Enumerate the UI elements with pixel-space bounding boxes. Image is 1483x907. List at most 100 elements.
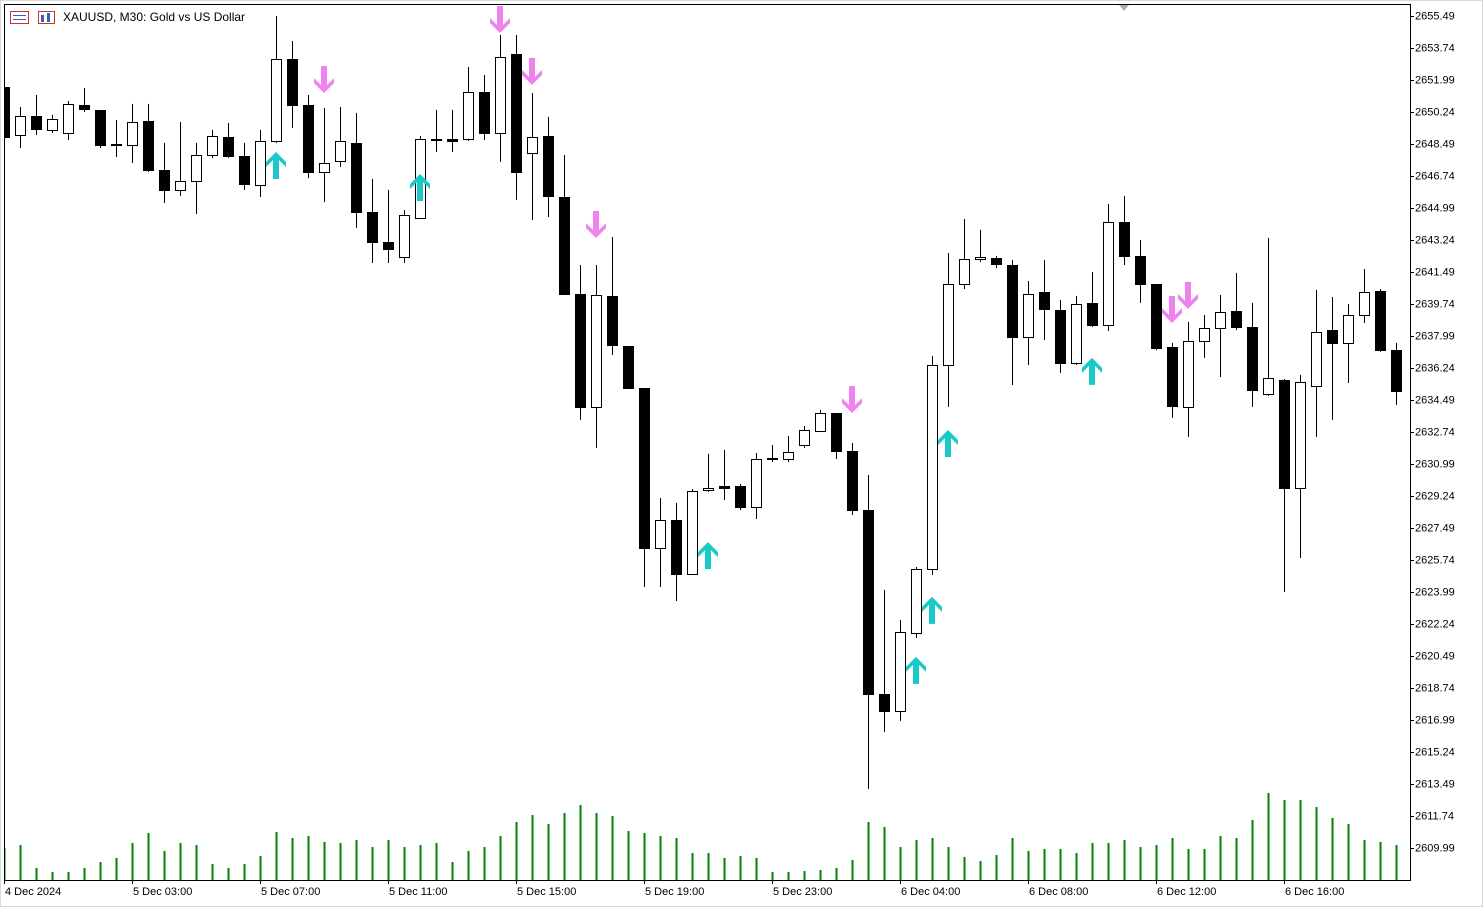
y-tick-label: 2641.49 [1415,266,1455,278]
sell-arrow [586,210,606,238]
icon-bar [47,13,50,22]
candle-body [751,459,762,508]
candle-body [175,181,186,191]
y-tick-label: 2646.74 [1415,170,1455,182]
candle-body [31,116,42,130]
candle-body [863,510,874,695]
y-tick-label: 2650.24 [1415,106,1455,118]
y-tick-label: 2611.74 [1415,810,1454,822]
candle-body [207,136,218,156]
y-tick-label: 2627.49 [1415,522,1455,534]
candle-body [815,413,826,432]
candle-body [1103,222,1114,326]
y-tick-label: 2648.49 [1415,138,1455,150]
candle-body [735,486,746,508]
candle-body [847,451,858,511]
buy-arrow [698,542,718,570]
symbol-icons [10,11,55,24]
candle-body [959,259,970,285]
candle-body [255,141,266,186]
buy-arrow [1082,357,1102,385]
candle-body [303,105,314,173]
y-tick-label: 2643.24 [1415,234,1455,246]
x-tick-label: 6 Dec 04:00 [901,886,960,898]
x-tick-label: 5 Dec 19:00 [645,886,704,898]
y-tick-label: 2637.99 [1415,330,1455,342]
sell-arrow [842,385,862,413]
candle-body [1071,304,1082,364]
candle-body [607,296,618,346]
candle-body [1151,284,1162,349]
candle-body [1231,311,1242,328]
icon-chart [38,11,55,24]
plot-frame [4,4,1411,881]
candle-body [1007,265,1018,338]
candle-body [719,486,730,489]
y-tick-label: 2630.99 [1415,458,1455,470]
candle-body [975,257,986,260]
sell-arrow [314,65,334,93]
candle-body [143,121,154,171]
candle-body [783,452,794,460]
chart-title: XAUUSD, M30: Gold vs US Dollar [63,10,245,24]
candle-body [335,141,346,162]
candle-body [911,569,922,634]
candle-body [239,156,250,185]
candle-body [1215,312,1226,329]
candle-body [223,137,234,157]
y-tick-label: 2636.24 [1415,362,1455,374]
y-tick-label: 2629.24 [1415,490,1455,502]
candle-body [271,59,282,142]
y-tick-label: 2622.24 [1415,618,1455,630]
candle-body [655,520,666,549]
y-tick-label: 2644.99 [1415,202,1455,214]
candle-body [1055,310,1066,364]
y-tick-label: 2615.24 [1415,746,1455,758]
candle-body [1199,328,1210,342]
y-tick-label: 2651.99 [1415,74,1455,86]
candle-body [1167,347,1178,407]
candle-body [431,139,442,141]
candle-body [367,212,378,243]
candle-body [383,242,394,250]
candle-body [47,119,58,131]
y-tick-label: 2625.74 [1415,554,1455,566]
x-tick-label: 5 Dec 03:00 [133,886,192,898]
buy-arrow [906,656,926,684]
buy-arrow [922,596,942,624]
candle-body [1327,330,1338,344]
y-tick-label: 2653.74 [1415,42,1455,54]
candle-body [1311,332,1322,387]
y-tick-label: 2632.74 [1415,426,1455,438]
candle-body [1343,315,1354,344]
candle-body [1119,222,1130,257]
y-tick-label: 2609.99 [1415,842,1455,854]
y-tick-label: 2620.49 [1415,650,1455,662]
candle-body [623,346,634,389]
candle-body [463,92,474,140]
candle-body [527,137,538,154]
x-tick-label: 5 Dec 15:00 [517,886,576,898]
y-tick-label: 2618.74 [1415,682,1455,694]
x-tick-label: 6 Dec 16:00 [1285,886,1344,898]
candle-body [1039,292,1050,310]
sell-arrow [1162,295,1182,323]
candle-body [1135,256,1146,285]
icon-list [10,11,29,24]
sell-arrow [490,5,510,33]
candle-body [447,139,458,142]
y-tick-label: 2616.99 [1415,714,1455,726]
candle-body [495,57,506,134]
candle-body [1087,303,1098,326]
x-tick-label: 4 Dec 2024 [5,886,61,898]
candle-body [63,104,74,134]
candle-body [191,155,202,182]
candle-body [1359,292,1370,316]
candle-body [15,116,26,136]
candle-body [79,105,90,110]
x-tick-label: 5 Dec 07:00 [261,886,320,898]
buy-arrow [266,152,286,180]
candle-body [1183,341,1194,408]
candle-body [703,488,714,491]
